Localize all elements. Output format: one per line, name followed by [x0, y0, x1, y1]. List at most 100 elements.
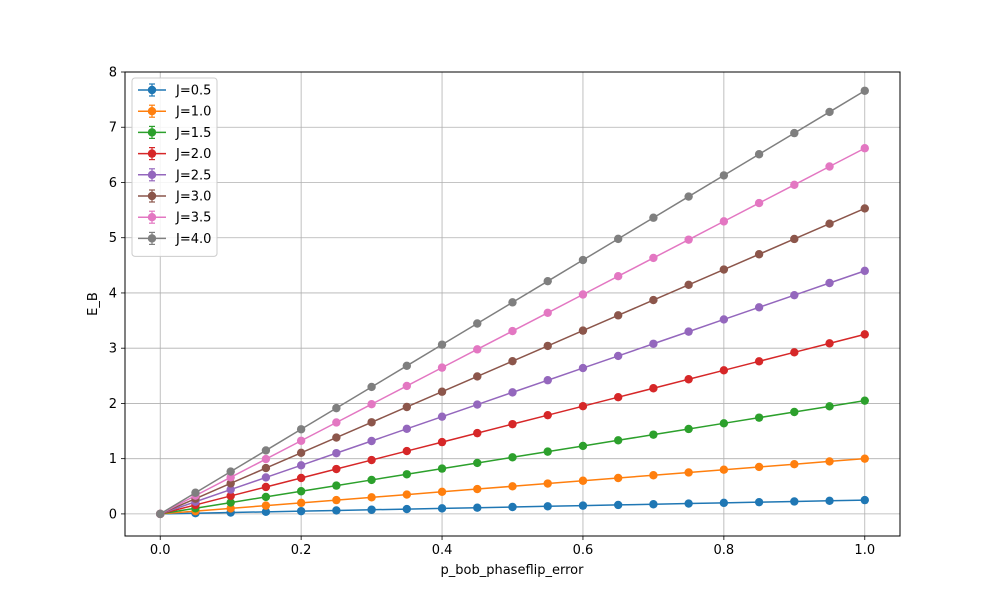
data-point: [508, 298, 517, 307]
data-point: [613, 473, 623, 483]
data-point: [226, 485, 235, 494]
x-tick-label: 0.4: [432, 543, 453, 558]
data-point: [332, 448, 341, 458]
data-point: [719, 315, 729, 324]
data-point: [508, 502, 517, 512]
data-point: [649, 471, 658, 480]
data-point: [296, 461, 306, 470]
data-point: [578, 401, 588, 411]
data-point: [790, 348, 799, 357]
legend-label: J=2.0: [175, 147, 211, 162]
data-point: [473, 428, 482, 438]
data-point: [473, 345, 482, 354]
data-point: [578, 476, 588, 485]
data-point: [473, 400, 482, 409]
data-point: [649, 253, 658, 263]
data-point: [367, 475, 376, 485]
data-point: [825, 339, 834, 348]
data-point: [261, 473, 271, 482]
legend-label: J=1.0: [175, 105, 211, 120]
data-point: [367, 382, 376, 392]
data-point: [860, 144, 869, 153]
data-point: [754, 357, 764, 366]
data-point: [261, 492, 271, 502]
data-point: [543, 376, 552, 385]
data-point: [860, 454, 869, 463]
data-point: [402, 490, 412, 499]
data-point: [578, 441, 588, 451]
data-point: [296, 498, 306, 508]
data-point: [402, 361, 412, 371]
data-point: [367, 455, 376, 465]
data-point: [508, 482, 517, 491]
data-point: [790, 497, 799, 506]
data-point: [508, 419, 517, 429]
data-point: [578, 290, 588, 299]
data-point: [860, 86, 869, 95]
data-point: [754, 198, 764, 208]
legend-marker: [147, 149, 157, 158]
legend-label: J=3.0: [175, 190, 211, 205]
data-point: [261, 507, 271, 517]
data-point: [649, 295, 658, 305]
data-point: [226, 504, 235, 513]
axis-ticks: 0.0 0.2 0.4 0.6 0.8 1.0 0 1 2 3 4 5 6 7 8: [109, 66, 875, 559]
legend-marker: [147, 128, 157, 137]
data-point: [473, 484, 482, 494]
data-point: [543, 341, 552, 351]
data-point: [543, 276, 552, 286]
data-point: [613, 436, 623, 445]
data-point: [719, 265, 729, 274]
data-point: [296, 425, 306, 434]
data-point: [719, 465, 729, 474]
data-point: [825, 457, 834, 466]
data-point: [578, 501, 588, 510]
data-point: [543, 479, 552, 488]
data-point: [437, 340, 447, 349]
data-point: [402, 402, 412, 412]
data-point: [226, 479, 235, 488]
y-tick-label: 4: [109, 286, 117, 301]
legend: J=0.5 J=1.0 J=1.5 J=2.0 J=2.5 J=3.0 J=3.5 J=4.0: [131, 77, 218, 257]
data-point: [543, 502, 552, 511]
data-point: [543, 410, 552, 420]
y-tick-label: 3: [109, 342, 117, 357]
data-point: [508, 388, 517, 397]
data-point: [261, 501, 271, 510]
y-tick-label: 0: [109, 507, 117, 522]
data-point: [860, 204, 869, 213]
data-point: [719, 217, 729, 226]
data-point: [825, 278, 834, 288]
data-point: [684, 468, 693, 477]
data-point: [860, 495, 869, 505]
data-point: [825, 107, 834, 117]
legend-marker: [147, 107, 157, 116]
data-point: [473, 319, 482, 328]
data-point: [719, 366, 729, 375]
data-point: [684, 327, 693, 336]
legend-marker: [147, 85, 157, 95]
data-point: [402, 381, 412, 391]
data-point: [332, 433, 341, 442]
data-point: [296, 487, 306, 496]
legend-label: J=1.5: [175, 126, 211, 141]
y-tick-label: 8: [109, 66, 117, 81]
data-point: [613, 500, 623, 510]
data-point: [437, 437, 447, 447]
data-point: [649, 213, 658, 222]
data-point: [437, 487, 447, 497]
data-point: [402, 424, 412, 434]
data-point: [649, 339, 658, 348]
y-tick-label: 7: [109, 121, 117, 136]
data-point: [437, 412, 447, 421]
data-point: [613, 351, 623, 361]
data-point: [684, 280, 693, 290]
data-point: [226, 498, 235, 507]
data-point: [402, 470, 412, 479]
data-point: [754, 150, 764, 159]
x-tick-label: 0.8: [714, 543, 735, 558]
data-point: [156, 509, 165, 519]
data-point: [543, 447, 552, 456]
data-point: [437, 464, 447, 473]
data-point: [860, 396, 869, 405]
